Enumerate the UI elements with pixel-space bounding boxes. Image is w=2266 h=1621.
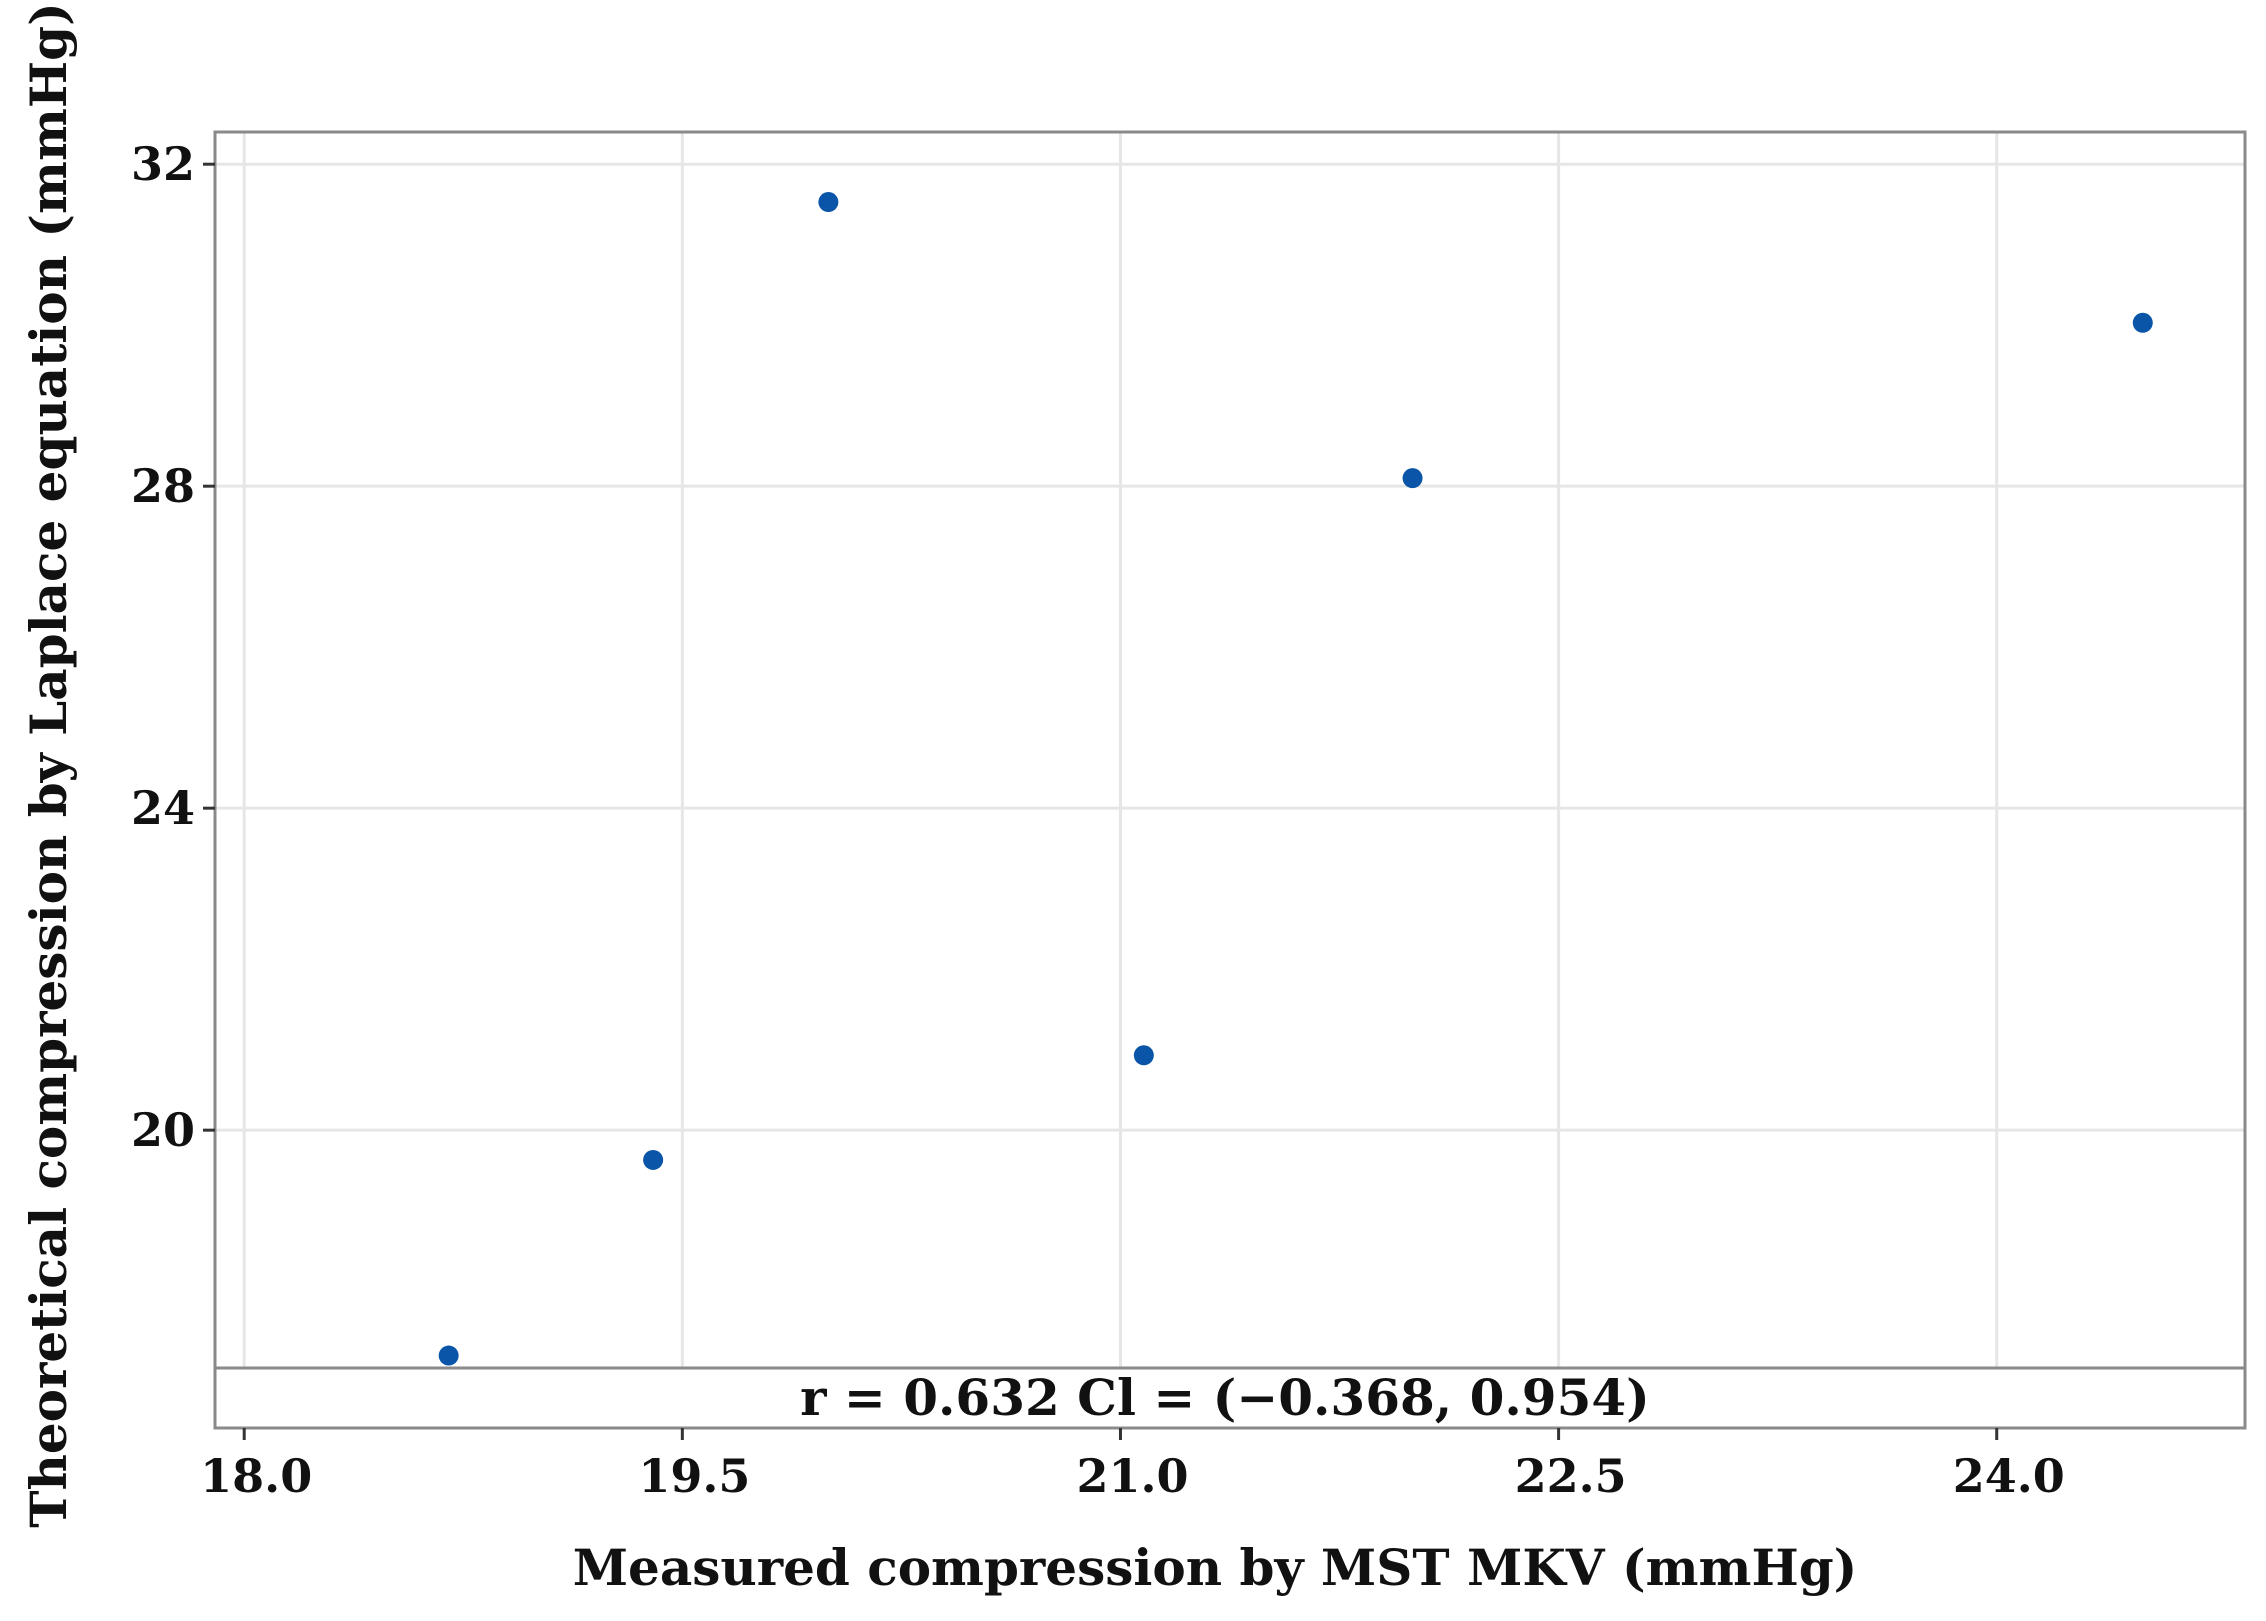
x-axis-ticks: 18.0 19.5 21.0 22.5 24.0 [200, 1428, 2065, 1503]
data-point-3 [818, 192, 839, 213]
x-axis-title: Measured compression by MST MKV (mmHg) [573, 1538, 1858, 1597]
data-points [438, 192, 2153, 1366]
data-point-1 [438, 1345, 459, 1366]
data-point-4 [1133, 1045, 1154, 1066]
annotation-strip [213, 1366, 2247, 1430]
y-axis-title: Theoretical compression by Laplace equat… [19, 2, 78, 1527]
grid-lines [215, 132, 2245, 1428]
correlation-annotation: r = 0.632 Cl = (−0.368, 0.954) [800, 1368, 1650, 1427]
x-tick-label: 24.0 [1953, 1449, 2065, 1503]
data-point-6 [2132, 312, 2153, 333]
data-point-2 [643, 1149, 664, 1170]
data-point-5 [1402, 468, 1423, 489]
y-tick-label: 24 [131, 781, 195, 835]
x-tick-label: 19.5 [638, 1449, 750, 1503]
y-axis-ticks: 20 24 28 32 [131, 137, 215, 1157]
y-tick-label: 20 [131, 1103, 195, 1157]
y-tick-label: 32 [131, 137, 195, 191]
y-tick-label: 28 [131, 459, 195, 513]
x-tick-label: 22.5 [1515, 1449, 1627, 1503]
x-tick-label: 18.0 [200, 1449, 312, 1503]
x-tick-label: 21.0 [1076, 1449, 1188, 1503]
